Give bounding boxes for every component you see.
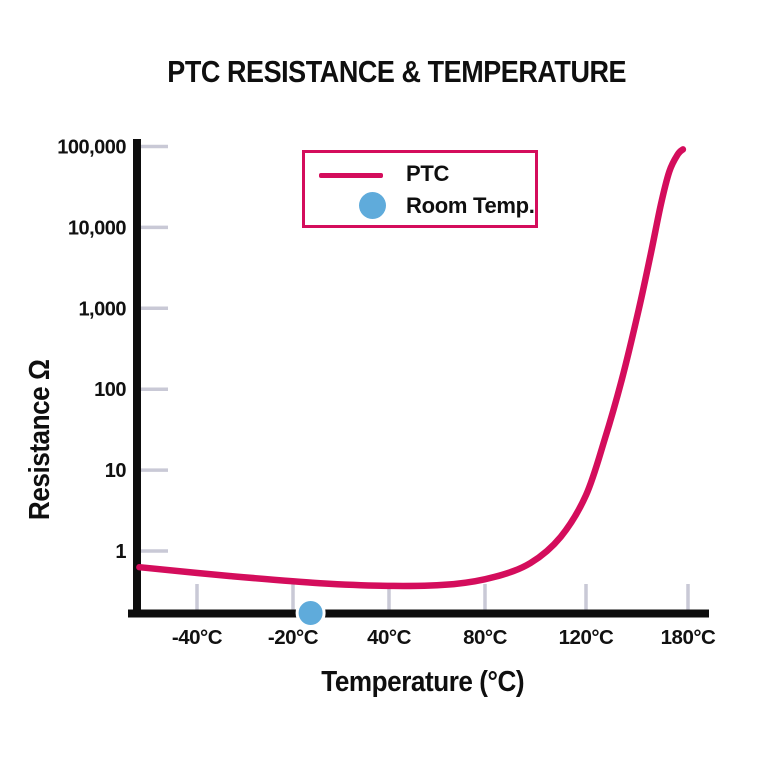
legend-room-temp-dot-sample	[359, 192, 386, 219]
y-tick-label: 1,000	[78, 298, 126, 320]
x-tick-label: -20°C	[268, 626, 319, 649]
x-tick-label: 40°C	[367, 626, 412, 649]
x-tick-labels: -40°C -20°C 40°C 80°C 120°C 180°C	[172, 626, 717, 649]
legend-ptc-label: PTC	[406, 161, 450, 186]
x-axis-title-text: Temperature (°C)	[321, 666, 525, 698]
y-tick-label: 10,000	[68, 217, 127, 239]
legend-room-temp-label: Room Temp.	[406, 193, 535, 218]
y-tick-label: 1	[115, 541, 126, 563]
x-tick-label: 180°C	[661, 626, 716, 649]
y-axis-title-text: Resistance Ω	[24, 359, 56, 521]
y-axis-title: Resistance Ω	[20, 285, 60, 595]
y-tick-label: 100,000	[57, 137, 126, 159]
ptc-curve-line	[136, 146, 687, 590]
x-tick-label: 80°C	[463, 626, 508, 649]
legend-ptc-line-sample	[319, 173, 383, 178]
x-tick-label: -40°C	[172, 626, 223, 649]
chart-title-text: PTC RESISTANCE & TEMPERATURE	[167, 54, 627, 89]
room-temp-point	[295, 598, 326, 628]
y-tick-label: 10	[105, 460, 127, 482]
x-tick-label: 120°C	[559, 626, 614, 649]
y-tick-labels: 100,000 10,000 1,000 100 10 1	[57, 137, 127, 564]
x-axis-title: Temperature (°C)	[137, 666, 709, 699]
chart-title: PTC RESISTANCE & TEMPERATURE	[13, 54, 768, 90]
y-axis-ticks	[140, 144, 168, 553]
y-tick-label: 100	[94, 379, 126, 401]
legend-box: PTC Room Temp.	[302, 150, 538, 228]
